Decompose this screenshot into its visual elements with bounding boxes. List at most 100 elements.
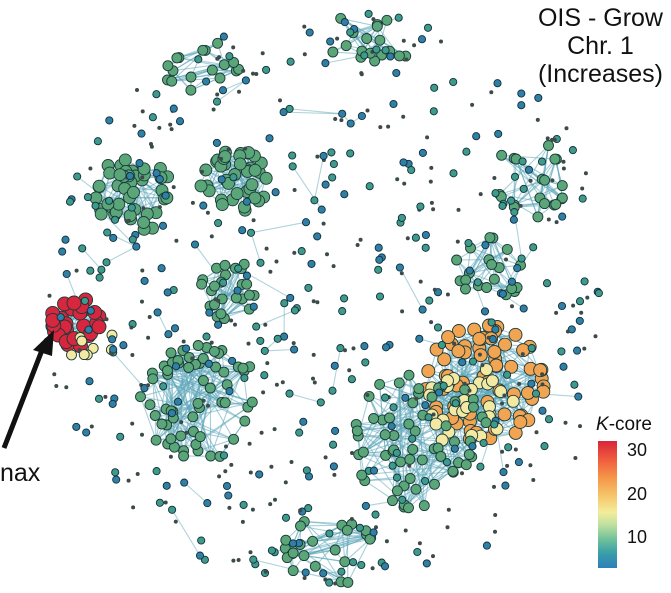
graph-node xyxy=(341,524,353,536)
graph-node xyxy=(141,206,146,211)
graph-node xyxy=(540,372,545,377)
graph-node xyxy=(358,237,363,242)
graph-node xyxy=(415,334,424,343)
graph-node xyxy=(108,335,117,344)
graph-node xyxy=(527,379,536,388)
graph-node xyxy=(206,403,210,408)
graph-node xyxy=(158,221,168,230)
graph-node xyxy=(470,102,475,107)
graph-node xyxy=(206,64,218,76)
graph-node xyxy=(574,392,583,401)
graph-node xyxy=(378,125,383,130)
graph-edge xyxy=(250,221,307,234)
graph-node xyxy=(95,273,104,282)
graph-node xyxy=(338,109,347,118)
graph-node xyxy=(339,118,344,123)
graph-node xyxy=(578,194,587,203)
graph-node xyxy=(524,165,534,174)
graph-node xyxy=(274,259,279,264)
graph-node xyxy=(329,544,341,556)
graph-node xyxy=(319,569,328,578)
graph-node xyxy=(481,241,490,250)
graph-node xyxy=(292,250,297,255)
graph-node xyxy=(546,217,551,222)
graph-node xyxy=(219,32,228,41)
graph-node xyxy=(246,396,258,408)
graph-node xyxy=(302,576,307,580)
graph-node xyxy=(263,569,268,574)
graph-node xyxy=(180,478,189,487)
graph-node xyxy=(392,68,401,78)
graph-node xyxy=(279,108,288,117)
graph-node xyxy=(487,318,496,327)
graph-node xyxy=(403,369,415,381)
graph-node xyxy=(197,353,209,364)
legend-title-k: K xyxy=(596,414,609,435)
graph-node xyxy=(184,430,189,435)
graph-node xyxy=(399,271,404,276)
graph-node xyxy=(510,304,514,309)
graph-node xyxy=(215,92,220,97)
graph-node xyxy=(421,364,436,379)
graph-node xyxy=(261,390,266,395)
graph-edge xyxy=(304,521,342,526)
graph-node xyxy=(545,136,550,141)
graph-edge xyxy=(358,454,411,480)
graph-node xyxy=(476,462,485,471)
graph-node xyxy=(104,317,109,322)
graph-node xyxy=(249,302,258,311)
graph-node xyxy=(400,309,405,314)
graph-node xyxy=(518,203,523,208)
graph-node xyxy=(234,264,243,273)
graph-edge xyxy=(289,393,321,403)
graph-node xyxy=(280,380,285,385)
graph-node xyxy=(329,462,338,471)
graph-node xyxy=(365,108,370,113)
graph-edge xyxy=(347,538,371,583)
graph-node xyxy=(140,299,144,304)
graph-node xyxy=(583,171,588,176)
graph-node xyxy=(140,175,145,180)
graph-node xyxy=(157,125,162,130)
graph-node xyxy=(171,362,181,371)
graph-node xyxy=(571,303,576,308)
graph-node xyxy=(552,137,557,142)
graph-edge xyxy=(510,161,524,201)
graph-node xyxy=(513,447,518,452)
graph-node xyxy=(520,352,525,357)
graph-edge xyxy=(114,197,168,216)
graph-node xyxy=(485,374,499,388)
graph-node xyxy=(311,299,316,304)
graph-node xyxy=(356,469,368,481)
graph-node xyxy=(166,75,178,87)
graph-node xyxy=(386,124,391,129)
graph-node xyxy=(517,101,526,110)
graph-node xyxy=(94,207,108,221)
graph-node xyxy=(437,340,446,350)
graph-edge xyxy=(423,448,435,506)
graph-edge xyxy=(211,290,250,310)
graph-node xyxy=(111,468,120,477)
graph-node xyxy=(287,547,299,559)
graph-node xyxy=(219,397,231,409)
graph-edge xyxy=(332,24,378,53)
graph-node xyxy=(84,325,93,334)
graph-node xyxy=(119,341,128,350)
graph-node xyxy=(428,179,433,184)
legend-tick-20: 20 xyxy=(627,484,648,504)
graph-node xyxy=(169,127,174,132)
graph-node xyxy=(219,259,231,271)
graph-node xyxy=(446,507,451,512)
graph-node xyxy=(578,424,582,429)
graph-edge xyxy=(171,509,201,556)
graph-node xyxy=(336,344,345,353)
graph-node xyxy=(529,243,538,252)
graph-node xyxy=(290,306,299,315)
graph-node xyxy=(54,384,59,388)
graph-node xyxy=(558,212,567,221)
graph-node xyxy=(550,198,562,210)
graph-node xyxy=(149,142,153,146)
graph-node xyxy=(346,119,355,128)
graph-node xyxy=(331,264,336,269)
graph-edge xyxy=(501,154,555,206)
